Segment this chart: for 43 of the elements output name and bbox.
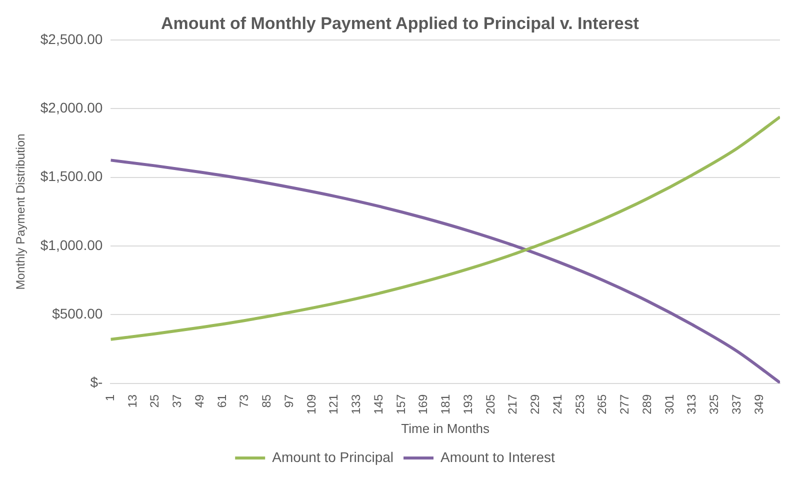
x-tick-label: 73 xyxy=(237,394,252,408)
x-tick-label: 37 xyxy=(170,394,184,408)
x-tick-label: 181 xyxy=(438,394,453,414)
x-tick-label: 1 xyxy=(102,394,117,402)
y-tick-label: $1,000.00 xyxy=(40,236,103,253)
y-tick-label: $500.00 xyxy=(52,306,103,322)
x-tick-label: 289 xyxy=(640,394,654,414)
x-tick-label: 109 xyxy=(304,394,318,414)
y-axis-title: Monthly Payment Distribution xyxy=(14,134,28,290)
x-tick-label: 121 xyxy=(326,394,341,414)
chart-title: Amount of Monthly Payment Applied to Principal v. Interest xyxy=(161,14,639,33)
x-tick-label: 157 xyxy=(394,394,408,414)
x-tick-label: 301 xyxy=(662,394,676,414)
x-tick-label: 13 xyxy=(125,394,140,408)
x-tick-label: 85 xyxy=(260,394,274,408)
x-tick-label: 205 xyxy=(483,394,498,414)
y-tick-label: $1,500.00 xyxy=(40,168,103,184)
legend-label: Amount to Principal xyxy=(272,448,394,465)
y-tick-label: $- xyxy=(90,374,104,390)
line-series xyxy=(110,115,780,341)
x-tick-label: 253 xyxy=(572,394,587,414)
x-tick-label: 145 xyxy=(371,394,386,414)
x-tick-label: 337 xyxy=(729,394,744,414)
x-tick-label: 49 xyxy=(192,394,206,408)
x-tick-label: 133 xyxy=(349,394,364,414)
x-tick-label: 349 xyxy=(752,394,766,414)
x-tick-label: 169 xyxy=(416,394,430,414)
line-series xyxy=(110,158,780,384)
x-tick-label: 193 xyxy=(460,394,475,414)
x-tick-label: 241 xyxy=(550,394,564,414)
x-tick-label: 277 xyxy=(618,394,632,414)
x-tick-label: 25 xyxy=(148,394,162,408)
x-axis-title: Time in Months xyxy=(401,420,490,436)
x-tick-label: 325 xyxy=(707,394,722,414)
x-tick-label: 61 xyxy=(214,394,229,408)
x-tick-label: 229 xyxy=(528,394,542,414)
x-tick-label: 217 xyxy=(506,394,520,414)
y-tick-label: $2,500.00 xyxy=(40,30,103,47)
legend-label: Amount to Interest xyxy=(440,448,556,465)
x-tick-label: 313 xyxy=(684,394,699,414)
x-tick-label: 265 xyxy=(595,394,610,414)
x-tick-label: 97 xyxy=(282,394,296,408)
y-tick-label: $2,000.00 xyxy=(40,100,103,116)
